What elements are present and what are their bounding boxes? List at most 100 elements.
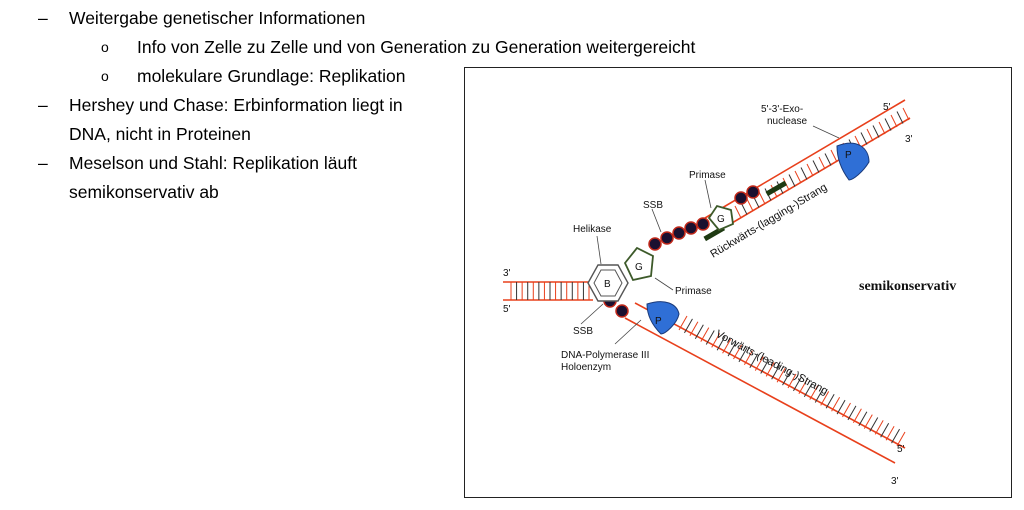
polymerase-letter: P xyxy=(845,150,852,161)
base-pair-rung xyxy=(776,367,786,383)
sub-bullet-text: molekulare Grundlage: Replikation xyxy=(137,66,406,86)
base-pair-rung xyxy=(858,411,868,426)
base-pair-rung xyxy=(806,163,814,177)
base-pair-rung xyxy=(896,111,904,124)
base-pair-rung xyxy=(890,114,898,128)
bullet-dash: – xyxy=(38,8,48,28)
base-pair-rung xyxy=(820,391,830,406)
primase-letter: G xyxy=(717,214,725,225)
ssb-protein xyxy=(696,217,710,231)
primase-letter: G xyxy=(635,262,643,273)
base-pair-rung xyxy=(705,330,715,345)
base-pair-rung xyxy=(798,379,808,395)
base-pair-rung xyxy=(869,417,879,432)
base-pair-rung xyxy=(700,327,710,342)
base-pair-rung xyxy=(754,356,764,371)
ssb-protein xyxy=(684,221,698,235)
polymerase-upper: P xyxy=(836,142,870,181)
replication-fork-figure: B G G P P xyxy=(464,67,1012,498)
base-pair-rung xyxy=(793,376,802,392)
exonuclease-label: nuclease xyxy=(767,116,807,127)
base-pair-rung xyxy=(831,396,841,412)
base-pair-rung xyxy=(734,205,742,219)
base-pair-rung xyxy=(803,382,813,397)
polymerase-lower: P xyxy=(646,301,680,335)
end-label: 3' xyxy=(503,268,511,279)
base-pair-rung xyxy=(885,425,895,441)
base-pair-rung xyxy=(842,402,851,418)
ssb-protein xyxy=(672,226,686,240)
base-pair-rung xyxy=(863,414,873,429)
base-pair-rung xyxy=(800,167,808,180)
end-label: 3' xyxy=(905,134,913,145)
base-pair-rung xyxy=(760,359,770,374)
base-pair-rung xyxy=(809,385,819,400)
end-label: 5' xyxy=(503,304,511,315)
ssb-protein xyxy=(648,237,662,251)
base-pair-rung xyxy=(746,198,754,212)
leading-strand xyxy=(624,302,906,464)
ssb-label: SSB xyxy=(573,326,593,337)
replication-fork-diagram: B G G P P xyxy=(503,99,956,487)
base-pair-rung xyxy=(722,338,732,354)
base-pair-rung xyxy=(902,107,910,121)
base-pair-rung xyxy=(836,399,846,415)
base-pair-rung xyxy=(711,333,721,348)
base-pair-rung xyxy=(765,362,775,377)
base-pair-rung xyxy=(787,373,797,389)
base-pair-rung xyxy=(860,132,868,145)
primase-middle: G xyxy=(623,246,654,282)
base-pair-rung xyxy=(716,336,726,351)
label-leader-lines xyxy=(580,125,840,345)
ssb-protein xyxy=(660,231,674,245)
end-label: 3' xyxy=(891,476,899,487)
sub-bullet-marker: o xyxy=(101,68,109,84)
base-pair-rung xyxy=(733,344,742,360)
base-pair-rung xyxy=(771,365,781,380)
base-pair-rung xyxy=(689,321,699,337)
base-pair-rung xyxy=(880,423,890,438)
end-label: 5' xyxy=(883,102,891,113)
exonuclease-label: 5'-3'-Exo- xyxy=(761,104,803,115)
base-pair-rung xyxy=(896,431,906,447)
base-pair-rung xyxy=(874,420,884,435)
base-pair-rung xyxy=(814,388,824,403)
base-pair-rung xyxy=(866,128,874,142)
base-pair-rung xyxy=(749,353,759,368)
helikase-label: Helikase xyxy=(573,224,612,235)
sub-bullet-marker: o xyxy=(101,39,109,55)
base-pair-rung xyxy=(830,149,838,163)
ssb-label: SSB xyxy=(643,200,663,211)
bullet-text: semikonservativ ab xyxy=(69,182,219,202)
base-pair-rung xyxy=(684,318,693,334)
base-pair-rung xyxy=(818,156,826,170)
polymerase-label: Holoenzym xyxy=(561,362,611,373)
base-pair-rung xyxy=(678,315,688,331)
bullet-text: DNA, nicht in Proteinen xyxy=(69,124,251,144)
bullet-dash: – xyxy=(38,95,48,115)
polymerase-label: DNA-Polymerase III xyxy=(561,350,649,361)
base-pair-rung xyxy=(743,350,753,366)
base-pair-rung xyxy=(891,428,900,444)
base-pair-rung xyxy=(847,405,857,421)
base-pair-rung xyxy=(738,347,748,363)
base-pair-rung xyxy=(884,118,892,131)
bullet-text: Weitergabe genetischer Informationen xyxy=(69,8,366,28)
base-pair-rung xyxy=(794,170,802,184)
bullet-text: Hershey und Chase: Erbinformation liegt … xyxy=(69,95,403,115)
end-label: 5' xyxy=(897,444,905,455)
base-pair-rung xyxy=(788,174,796,187)
sub-bullet-text: Info von Zelle zu Zelle und von Generati… xyxy=(137,37,696,57)
parental-dna-duplex xyxy=(503,281,593,301)
base-pair-rung xyxy=(812,160,820,173)
base-pair-rung xyxy=(758,191,766,205)
ssb-proteins-upper xyxy=(648,185,760,251)
base-pair-rung xyxy=(727,341,737,357)
ssb-protein xyxy=(734,191,748,205)
primase-upper: G xyxy=(707,204,734,232)
helicase-hexagon: B xyxy=(587,264,629,302)
leading-strand-label: Vorwärts-(leading-)Strang xyxy=(714,328,830,397)
bullet-dash: – xyxy=(38,153,48,173)
base-pair-rung xyxy=(852,408,862,424)
primase-label: Primase xyxy=(675,286,712,297)
